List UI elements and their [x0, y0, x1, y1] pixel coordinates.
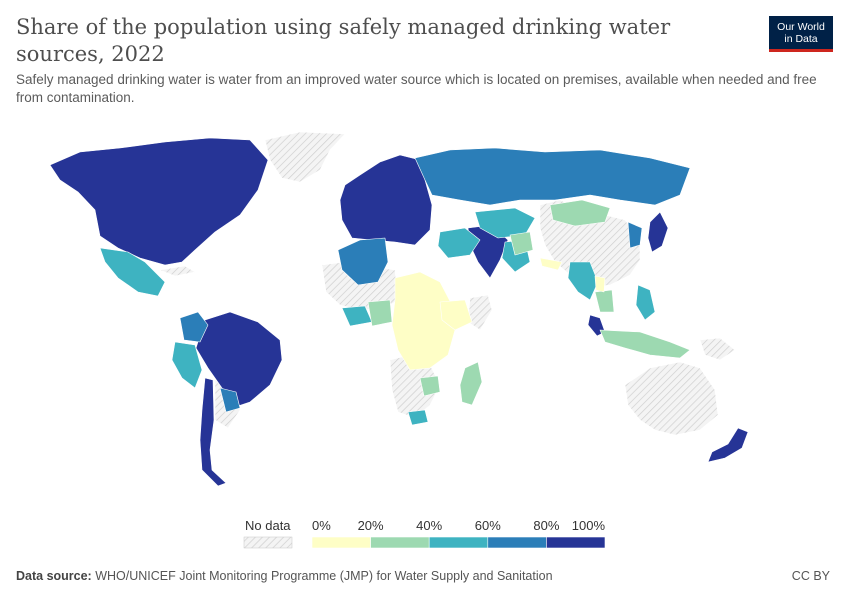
- logo-line-1: Our World: [777, 21, 825, 33]
- region-ghana[interactable]: [367, 299, 393, 327]
- region-south-africa[interactable]: [407, 409, 429, 426]
- world-map[interactable]: [0, 115, 850, 505]
- region-chile[interactable]: [199, 377, 227, 487]
- legend-bin-4[interactable]: [546, 536, 606, 549]
- legend-bin-2[interactable]: [428, 536, 489, 549]
- region-paraguay[interactable]: [219, 387, 241, 413]
- region-laos[interactable]: [594, 275, 606, 293]
- region-central-africa[interactable]: [391, 271, 456, 371]
- region-north-africa[interactable]: [337, 237, 389, 286]
- region-australia[interactable]: [624, 361, 719, 436]
- map-legend: No data 0% 20% 40% 60% 80% 100%: [243, 518, 606, 549]
- legend-tick-label: 100%: [572, 518, 606, 533]
- footer-source-label: Data source:: [16, 569, 92, 583]
- region-russia[interactable]: [414, 147, 691, 206]
- region-southeast-asia[interactable]: [567, 261, 599, 301]
- region-peru[interactable]: [171, 341, 203, 389]
- chart-subtitle: Safely managed drinking water is water f…: [16, 72, 817, 105]
- region-mongolia[interactable]: [549, 199, 611, 227]
- logo-line-2: in Data: [784, 33, 818, 45]
- region-myanmar[interactable]: [594, 289, 615, 313]
- chart-title: Share of the population using safely man…: [16, 15, 671, 66]
- region-middle-east[interactable]: [437, 227, 481, 259]
- region-horn-africa[interactable]: [467, 294, 493, 331]
- legend-bin-0[interactable]: [311, 536, 371, 549]
- region-madagascar[interactable]: [459, 361, 483, 406]
- region-greenland[interactable]: [264, 131, 346, 183]
- legend-bin-1[interactable]: [370, 536, 430, 549]
- owid-logo[interactable]: Our World in Data: [769, 16, 833, 52]
- legend-bin-3[interactable]: [487, 536, 547, 549]
- legend-tick-label: 0%: [312, 518, 331, 533]
- region-europe[interactable]: [339, 154, 433, 246]
- region-mexico[interactable]: [99, 247, 166, 297]
- region-japan[interactable]: [647, 211, 669, 253]
- region-afghanistan[interactable]: [509, 231, 534, 256]
- region-new-zealand[interactable]: [707, 427, 749, 463]
- region-ethiopia[interactable]: [439, 299, 473, 331]
- footer-source: Data source: WHO/UNICEF Joint Monitoring…: [16, 569, 553, 583]
- region-korea-china-east[interactable]: [627, 221, 643, 249]
- region-pacific-islands[interactable]: [699, 337, 736, 361]
- legend-tick-label: 20%: [358, 518, 384, 533]
- region-zambia-zimbabwe[interactable]: [419, 375, 441, 397]
- legend-no-data-label: No data: [245, 518, 291, 533]
- legend-no-data-swatch: [243, 536, 293, 549]
- legend-tick-label: 80%: [533, 518, 559, 533]
- region-colombia[interactable]: [179, 311, 209, 343]
- region-cuba[interactable]: [159, 265, 196, 277]
- region-philippines[interactable]: [635, 284, 656, 321]
- footer-license[interactable]: CC BY: [791, 569, 830, 583]
- region-brazil[interactable]: [195, 311, 283, 409]
- legend-tick-label: 40%: [416, 518, 442, 533]
- footer-source-text[interactable]: WHO/UNICEF Joint Monitoring Programme (J…: [95, 569, 553, 583]
- region-nepal-bhutan[interactable]: [539, 257, 563, 271]
- legend-tick-label: 60%: [475, 518, 501, 533]
- region-north-america[interactable]: [49, 137, 269, 266]
- region-indonesia[interactable]: [599, 329, 691, 359]
